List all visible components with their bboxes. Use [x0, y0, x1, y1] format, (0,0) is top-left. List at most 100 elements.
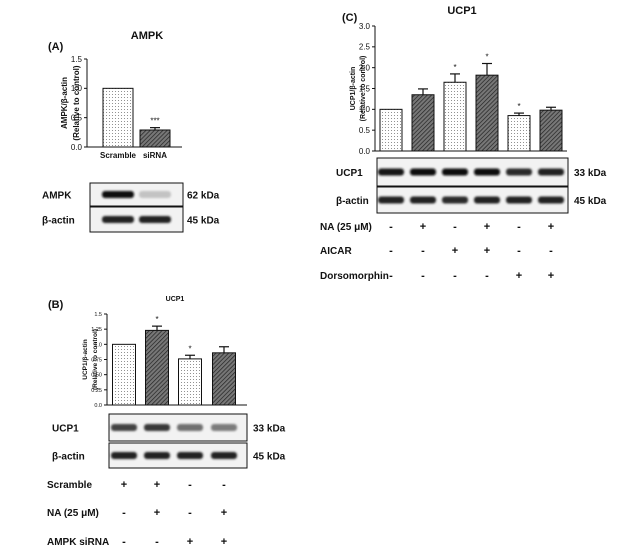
y-axis-label: UCP1/β-actin [82, 339, 89, 379]
blot-label: UCP1 [336, 168, 363, 179]
chart-title: UCP1 [447, 5, 476, 17]
y-tick-label: 0.5 [359, 126, 371, 135]
bar [379, 108, 403, 152]
condition-sign: + [154, 479, 160, 491]
condition-sign: + [484, 221, 490, 233]
blot-kda: 33 kDa [574, 168, 607, 179]
blot-band [378, 168, 404, 176]
condition-label: AMPK siRNA [47, 537, 109, 548]
y-tick-label: 1.5 [71, 55, 83, 64]
significance-mark: * [155, 315, 158, 324]
y-tick-label: 1.5 [94, 312, 102, 318]
condition-sign: - [188, 479, 192, 491]
blot-band [102, 216, 134, 223]
blot-band [538, 196, 564, 204]
panel-label: (A) [48, 41, 64, 53]
condition-sign: + [121, 479, 127, 491]
blot-label: β-actin [52, 452, 85, 463]
y-tick-label: 0.0 [71, 143, 83, 152]
condition-sign: - [155, 536, 159, 548]
blot-band [177, 452, 203, 459]
blot-band [139, 216, 171, 223]
condition-label: Scramble [47, 480, 92, 491]
blot-label: UCP1 [52, 424, 79, 435]
blot-label: AMPK [42, 191, 72, 202]
condition-sign: - [188, 507, 192, 519]
condition-sign: + [420, 221, 426, 233]
blot-band [442, 196, 468, 204]
y-tick-label: 3.0 [359, 22, 371, 31]
condition-sign: - [421, 245, 425, 257]
bar [539, 109, 563, 152]
condition-sign: - [549, 245, 553, 257]
blot-label: β-actin [336, 196, 369, 207]
significance-mark: * [188, 344, 191, 353]
condition-sign: + [516, 270, 522, 282]
x-tick-label: Scramble [100, 151, 137, 160]
condition-sign: - [485, 270, 489, 282]
condition-sign: - [122, 536, 126, 548]
blot-band [442, 168, 468, 176]
bar [411, 94, 435, 152]
blot-band [211, 452, 237, 459]
bar [212, 352, 236, 406]
y-axis-label-sub: (Relative to control) [92, 329, 99, 390]
condition-label: NA (25 μM) [320, 222, 372, 233]
blot-band [111, 452, 137, 459]
y-tick-label: 0.0 [94, 403, 102, 409]
bar [178, 358, 202, 406]
blot-band [410, 168, 436, 176]
blot-band [506, 168, 532, 176]
condition-label: NA (25 μM) [47, 508, 99, 519]
bar [475, 74, 499, 152]
condition-label: AICAR [320, 246, 352, 257]
panel-0: (A) AMPK AMPK/β-actin (Relative to control)… [42, 30, 220, 233]
blot-frame [376, 186, 569, 214]
condition-sign: - [222, 479, 226, 491]
condition-sign: - [517, 245, 521, 257]
panel-label: (B) [48, 299, 64, 311]
blot-frame [376, 157, 569, 187]
chart-title: UCP1 [166, 296, 185, 303]
x-tick-label: siRNA [143, 151, 167, 160]
y-tick-label: 1.25 [91, 327, 102, 333]
condition-sign: - [421, 270, 425, 282]
y-tick-label: 0.75 [91, 357, 102, 363]
y-tick-label: 2.5 [359, 43, 371, 52]
significance-mark: * [485, 53, 488, 62]
condition-sign: + [154, 507, 160, 519]
y-tick-label: 1.0 [71, 84, 83, 93]
blot-kda: 45 kDa [574, 196, 607, 207]
blot-band [538, 168, 564, 176]
blot-kda: 45 kDa [253, 452, 286, 463]
condition-sign: - [453, 221, 457, 233]
blot-band [144, 452, 170, 459]
bar [139, 129, 171, 148]
blot-kda: 62 kDa [187, 191, 220, 202]
panel-1: (B) UCP1 UCP1/β-actin (Relative to control)… [47, 296, 286, 548]
condition-sign: + [548, 270, 554, 282]
blot-band [410, 196, 436, 204]
y-tick-label: 2.0 [359, 63, 371, 72]
bar [102, 87, 134, 148]
significance-mark: *** [150, 117, 159, 126]
blot-band [139, 191, 171, 198]
condition-sign: - [389, 245, 393, 257]
y-tick-label: 0.50 [91, 373, 102, 379]
blot-frame [89, 182, 184, 207]
condition-sign: - [389, 221, 393, 233]
y-tick-label: 1.0 [94, 342, 102, 348]
blot-band [211, 424, 237, 431]
condition-sign: - [122, 507, 126, 519]
y-tick-label: 0.0 [359, 147, 371, 156]
panel-label: (C) [342, 12, 358, 24]
bar [145, 329, 169, 406]
condition-sign: + [221, 536, 227, 548]
panel-2: (C) UCP1 UCP1/β-actin (Relative to control)… [320, 5, 607, 282]
blot-band [506, 196, 532, 204]
y-tick-label: 0.25 [91, 388, 102, 394]
y-axis-label-sub: (Relative to control) [72, 65, 81, 140]
blot-kda: 33 kDa [253, 424, 286, 435]
condition-label: Dorsomorphin [320, 271, 389, 282]
blot-band [378, 196, 404, 204]
